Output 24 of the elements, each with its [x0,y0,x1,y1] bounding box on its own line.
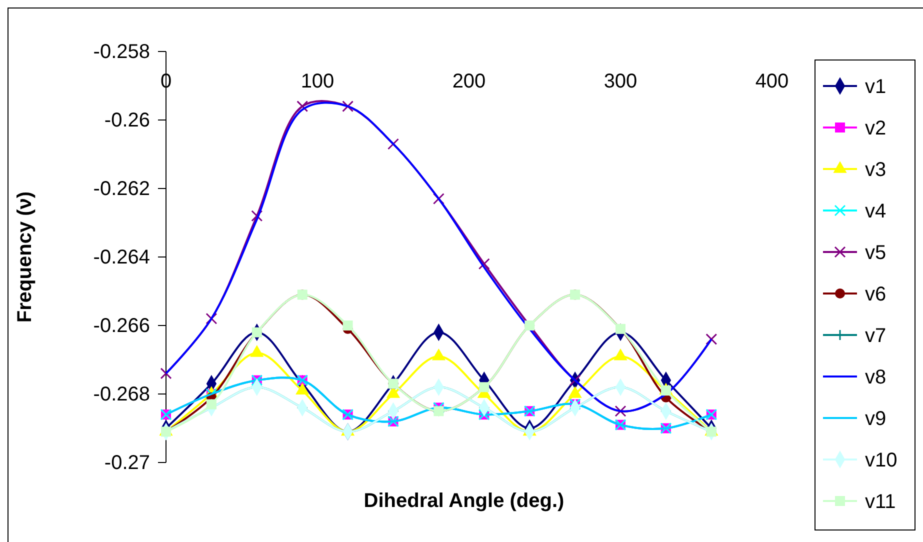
y-tick-label: -0.266 [93,314,150,337]
legend-label: v8 [865,366,886,388]
x-tick-label: 200 [452,70,486,93]
legend-label: v7 [865,325,886,347]
x-axis-title: Dihedral Angle (deg.) [364,490,564,512]
y-tick-label: -0.258 [93,40,150,63]
legend-label: v2 [865,118,886,140]
y-axis-title: Frequency (ν) [14,191,36,323]
legend-label: v3 [865,159,886,181]
x-tick-label: 400 [755,70,789,93]
y-tick-label: -0.262 [93,178,150,200]
legend-label: v1 [865,76,886,98]
legend-label: v11 [865,491,896,513]
legend-label: v6 [865,284,886,306]
y-tick-label: -0.268 [93,383,150,406]
legend-label: v9 [865,408,886,430]
y-tick-label: -0.264 [93,246,150,268]
y-tick-label: -0.26 [104,109,150,132]
legend-label: v5 [865,242,886,264]
legend-label: v4 [865,200,886,222]
x-tick-label: 300 [604,70,638,93]
y-tick-label: -0.27 [104,452,150,474]
x-tick-label: 100 [300,70,334,93]
legend-label: v10 [865,450,898,472]
